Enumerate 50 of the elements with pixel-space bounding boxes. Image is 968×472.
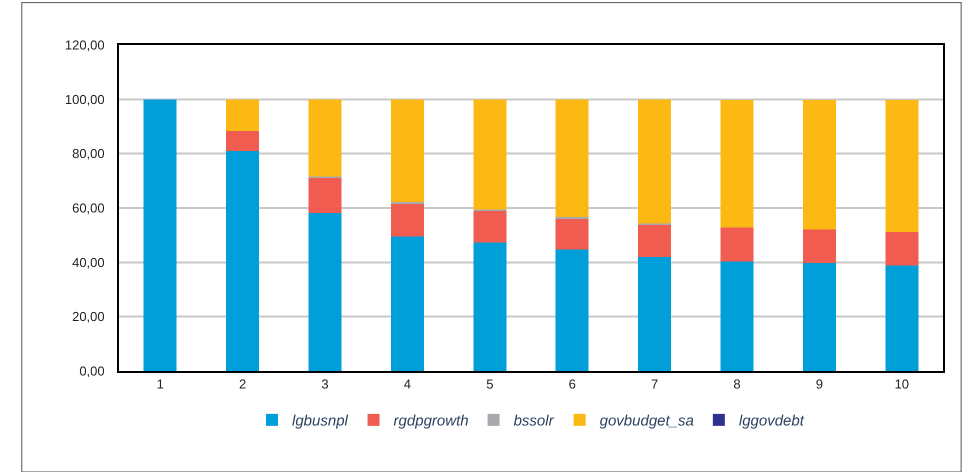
bar <box>885 266 918 371</box>
bar <box>226 131 260 151</box>
legend-label: lgbusnpl <box>292 412 349 430</box>
bar <box>226 150 260 371</box>
y-tick-label: 120,00 <box>64 38 105 53</box>
bar <box>556 99 589 217</box>
x-tick-label: 9 <box>816 376 824 392</box>
x-tick-label: 1 <box>156 376 164 392</box>
y-tick-label: 80,00 <box>72 146 105 162</box>
y-tick-label: 0,00 <box>79 364 105 379</box>
y-tick-label: 40,00 <box>72 254 105 270</box>
legend-label: lggovdebt <box>738 412 805 430</box>
bar <box>720 261 754 371</box>
y-tick-label: 100,00 <box>64 92 105 107</box>
x-tick-label: 3 <box>321 376 329 392</box>
bar <box>638 256 672 371</box>
x-tick-label: 7 <box>650 376 658 392</box>
x-tick-label: 10 <box>894 376 910 392</box>
x-tick-label: 2 <box>238 376 246 392</box>
bar <box>802 230 836 264</box>
bar <box>473 99 506 210</box>
y-tick-label: 60,00 <box>72 200 105 216</box>
bar <box>308 99 342 176</box>
x-tick-label: 6 <box>568 376 576 392</box>
bar <box>556 218 589 250</box>
bar <box>390 99 424 202</box>
bar <box>720 100 754 228</box>
bar <box>720 228 754 262</box>
y-tick-label: 20,00 <box>72 309 105 324</box>
bar <box>226 99 260 132</box>
bar <box>638 100 672 224</box>
bar <box>802 100 836 230</box>
bar <box>144 99 177 371</box>
legend-label: bssolr <box>514 412 555 430</box>
bar <box>390 203 424 237</box>
bar <box>885 232 918 266</box>
x-tick-label: 5 <box>486 376 494 392</box>
x-tick-label: 8 <box>733 376 741 392</box>
bar <box>638 224 672 257</box>
bar <box>802 263 836 371</box>
bar <box>556 250 589 371</box>
bar <box>308 213 342 371</box>
bar <box>885 100 918 232</box>
bar <box>308 177 342 214</box>
legend-label: rgdpgrowth <box>394 412 469 430</box>
bar <box>473 242 506 371</box>
legend-label: govbudget_sa <box>600 412 694 430</box>
bar <box>473 210 506 242</box>
bar <box>390 236 424 371</box>
x-tick-label: 4 <box>404 376 412 392</box>
